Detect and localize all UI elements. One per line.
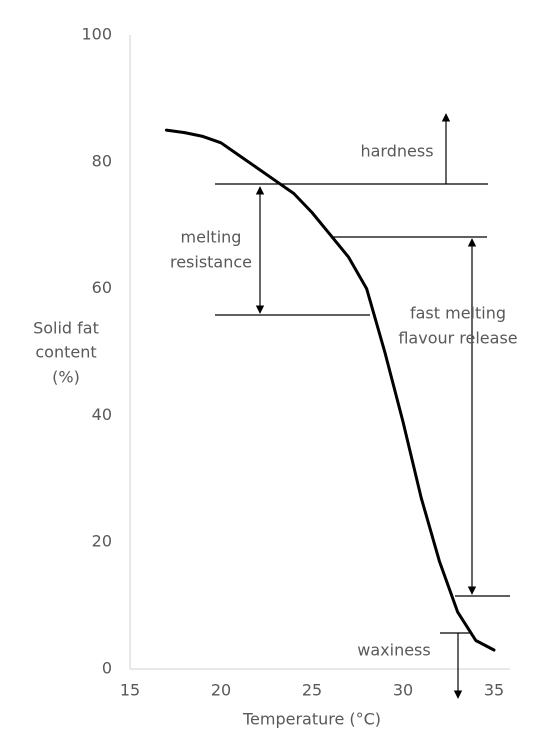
y-axis-label: content (35, 343, 96, 362)
annotation: waxiness (357, 641, 430, 660)
x-tick-label: 20 (211, 681, 231, 700)
x-tick-label: 35 (484, 681, 504, 700)
y-tick-label: 0 (102, 659, 112, 678)
annotations (215, 113, 510, 699)
y-tick-label: 60 (92, 278, 112, 297)
x-tick-label: 15 (120, 681, 140, 700)
y-tick-label: 20 (92, 532, 112, 551)
annotation: hardness (360, 142, 433, 161)
y-axis-label: (%) (52, 368, 80, 387)
annotation: melting (181, 228, 242, 247)
y-tick-label: 80 (92, 151, 112, 170)
x-tick-label: 30 (393, 681, 413, 700)
y-axis-label: Solid fat (33, 319, 99, 338)
x-axis-label: Temperature (°C) (242, 710, 381, 729)
y-tick-label: 100 (81, 25, 112, 44)
annotation: flavour release (398, 329, 517, 348)
data-line (164, 128, 496, 652)
y-tick-label: 40 (92, 405, 112, 424)
x-tick-label: 25 (302, 681, 322, 700)
annotation: resistance (170, 253, 252, 272)
annotation: fast melting (410, 304, 506, 323)
